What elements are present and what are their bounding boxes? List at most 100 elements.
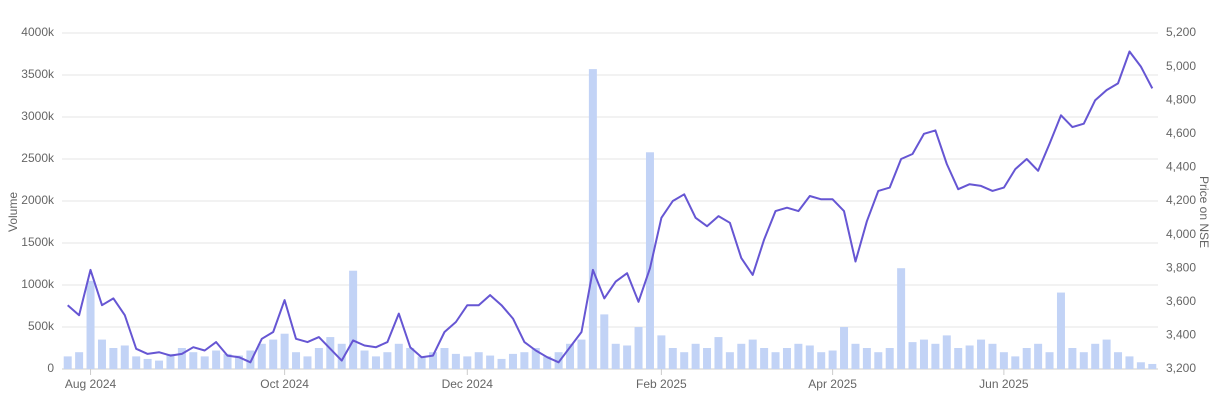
volume-bar xyxy=(292,352,301,369)
volume-bar xyxy=(611,343,620,369)
volume-bar xyxy=(1045,352,1054,369)
volume-bar xyxy=(680,352,689,369)
x-tick-label: Aug 2024 xyxy=(65,377,117,391)
volume-bar xyxy=(874,352,883,369)
y2-tick-label: 4,400 xyxy=(1166,160,1196,174)
volume-bar xyxy=(1136,362,1145,369)
volume-bar xyxy=(463,356,472,369)
volume-bar xyxy=(97,339,106,369)
volume-bar xyxy=(1148,363,1157,369)
y-tick-label: 500k xyxy=(28,319,55,333)
volume-bar xyxy=(303,356,312,369)
volume-bar xyxy=(782,348,791,369)
y-tick-label: 3000k xyxy=(21,109,55,123)
y-tick-label: 2500k xyxy=(21,151,55,165)
volume-bar xyxy=(177,348,186,369)
volume-bar xyxy=(714,337,723,369)
volume-bar xyxy=(451,353,460,369)
volume-bar xyxy=(120,345,129,369)
volume-bar xyxy=(234,355,243,369)
x-tick-label: Dec 2024 xyxy=(442,377,494,391)
volume-bar xyxy=(840,327,849,369)
volume-bar xyxy=(1034,343,1043,369)
volume-bar xyxy=(805,345,814,369)
y2-tick-label: 5,000 xyxy=(1166,59,1196,73)
volume-bar xyxy=(919,339,928,369)
volume-bar xyxy=(1011,356,1020,369)
volume-bar xyxy=(931,343,940,369)
x-tick-label: Feb 2025 xyxy=(636,377,687,391)
volume-bar xyxy=(771,352,780,369)
volume-bar xyxy=(748,339,757,369)
volume-bar xyxy=(1068,348,1077,369)
volume-bar xyxy=(531,348,540,369)
volume-bar xyxy=(999,352,1008,369)
volume-bar xyxy=(977,339,986,369)
volume-bar xyxy=(543,356,552,369)
y2-tick-label: 4,600 xyxy=(1166,126,1196,140)
volume-bar xyxy=(554,352,563,369)
volume-bar xyxy=(645,152,654,369)
volume-bar xyxy=(474,352,483,369)
volume-bar xyxy=(406,348,415,369)
y2-axis-title: Price on NSE xyxy=(1197,176,1211,248)
volume-bar xyxy=(109,348,118,369)
volume-bar xyxy=(75,352,84,369)
volume-bar xyxy=(988,343,997,369)
volume-bar xyxy=(326,337,335,369)
volume-bar xyxy=(942,335,951,369)
volume-bar xyxy=(600,314,609,369)
y2-tick-label: 4,800 xyxy=(1166,92,1196,106)
price-line xyxy=(67,50,1154,364)
volume-bar xyxy=(166,353,175,369)
volume-bar xyxy=(737,343,746,369)
y2-tick-label: 3,400 xyxy=(1166,328,1196,342)
y2-tick-label: 4,000 xyxy=(1166,227,1196,241)
x-tick-label: Jun 2025 xyxy=(979,377,1029,391)
volume-bar xyxy=(269,339,278,369)
volume-bar xyxy=(371,356,380,369)
volume-bar xyxy=(954,348,963,369)
volume-bar xyxy=(965,345,974,369)
y2-tick-label: 3,800 xyxy=(1166,260,1196,274)
volume-bar xyxy=(63,356,72,369)
volume-bar xyxy=(486,355,495,369)
y2-tick-label: 3,200 xyxy=(1166,361,1196,375)
volume-bar xyxy=(508,353,517,369)
volume-bar xyxy=(246,350,255,369)
volume-bar xyxy=(851,343,860,369)
volume-bar xyxy=(794,343,803,369)
volume-bar xyxy=(1102,339,1111,369)
volume-bar xyxy=(817,352,826,369)
volume-bar xyxy=(200,356,209,369)
volume-bar xyxy=(1125,356,1134,369)
volume-bar xyxy=(897,268,906,369)
volume-bar xyxy=(862,348,871,369)
volume-bar xyxy=(132,356,141,369)
volume-bar xyxy=(1091,343,1100,369)
volume-bar xyxy=(314,348,323,369)
volume-bar xyxy=(725,352,734,369)
volume-bar xyxy=(623,345,632,369)
volume-bar xyxy=(657,335,666,369)
volume-bar xyxy=(1114,352,1123,369)
y-axis-title: Volume xyxy=(6,192,20,232)
x-tick-label: Oct 2024 xyxy=(260,377,309,391)
volume-bar xyxy=(257,343,266,369)
volume-bar xyxy=(383,352,392,369)
volume-bar xyxy=(155,360,164,369)
volume-bar xyxy=(703,348,712,369)
y-tick-label: 0 xyxy=(47,361,54,375)
volume-bar xyxy=(885,348,894,369)
volume-bar xyxy=(143,358,152,369)
volume-bar xyxy=(429,352,438,369)
volume-bar xyxy=(212,350,221,369)
y-tick-label: 1500k xyxy=(21,235,55,249)
volume-bar xyxy=(86,280,95,369)
volume-bar xyxy=(1022,348,1031,369)
y-tick-label: 1000k xyxy=(21,277,55,291)
y-tick-label: 3500k xyxy=(21,67,55,81)
volume-bar xyxy=(417,356,426,369)
volume-bar xyxy=(394,343,403,369)
volume-bar xyxy=(520,352,529,369)
